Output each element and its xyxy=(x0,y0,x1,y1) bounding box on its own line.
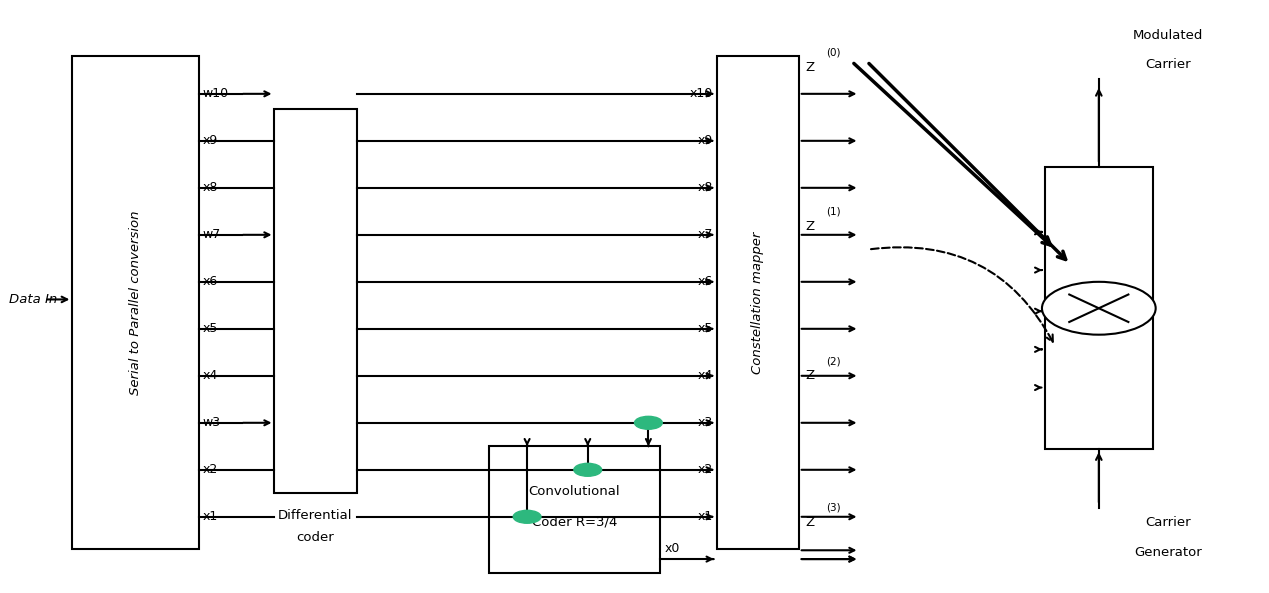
Text: x9: x9 xyxy=(202,135,218,147)
Text: Carrier: Carrier xyxy=(1146,58,1192,71)
Text: x1: x1 xyxy=(202,511,218,523)
Text: Z: Z xyxy=(805,369,815,382)
Circle shape xyxy=(574,463,602,476)
Text: Coder R=3/4: Coder R=3/4 xyxy=(532,516,617,529)
Circle shape xyxy=(1042,282,1156,334)
Text: Modulated: Modulated xyxy=(1133,28,1203,42)
Text: w10: w10 xyxy=(202,87,228,100)
Text: x8: x8 xyxy=(202,181,218,195)
Text: x2: x2 xyxy=(698,463,713,476)
Text: x0: x0 xyxy=(665,542,680,555)
Text: x6: x6 xyxy=(202,275,218,288)
Bar xyxy=(1046,167,1152,449)
Text: Carrier: Carrier xyxy=(1146,516,1192,529)
Text: (1): (1) xyxy=(826,206,841,216)
Text: Generator: Generator xyxy=(1134,546,1202,559)
Text: (3): (3) xyxy=(826,503,841,513)
Text: x6: x6 xyxy=(698,275,713,288)
Text: x9: x9 xyxy=(698,135,713,147)
Bar xyxy=(274,109,357,493)
Text: x10: x10 xyxy=(689,87,713,100)
Text: w3: w3 xyxy=(202,416,221,429)
Text: Convolutional: Convolutional xyxy=(529,485,621,498)
Text: x5: x5 xyxy=(698,323,713,335)
Circle shape xyxy=(513,511,541,523)
Bar xyxy=(72,56,199,549)
Text: Serial to Parallel conversion: Serial to Parallel conversion xyxy=(129,210,142,394)
Text: x8: x8 xyxy=(698,181,713,195)
Text: x5: x5 xyxy=(202,323,218,335)
Text: x1: x1 xyxy=(698,511,713,523)
Text: Differential: Differential xyxy=(278,509,353,522)
Text: coder: coder xyxy=(297,531,334,544)
Text: Constellation mapper: Constellation mapper xyxy=(751,231,764,374)
Text: (2): (2) xyxy=(826,356,841,366)
Text: Z: Z xyxy=(805,516,815,529)
Text: x7: x7 xyxy=(698,228,713,241)
Text: Z: Z xyxy=(805,61,815,74)
Text: Z: Z xyxy=(805,219,815,232)
Text: x3: x3 xyxy=(698,416,713,429)
Bar xyxy=(717,56,798,549)
Bar xyxy=(490,447,660,573)
Text: (0): (0) xyxy=(826,47,841,58)
Text: x2: x2 xyxy=(202,463,218,476)
Text: Data In: Data In xyxy=(9,293,57,306)
Text: x4: x4 xyxy=(202,369,218,382)
Circle shape xyxy=(634,416,662,429)
Text: x4: x4 xyxy=(698,369,713,382)
Text: w7: w7 xyxy=(202,228,221,241)
